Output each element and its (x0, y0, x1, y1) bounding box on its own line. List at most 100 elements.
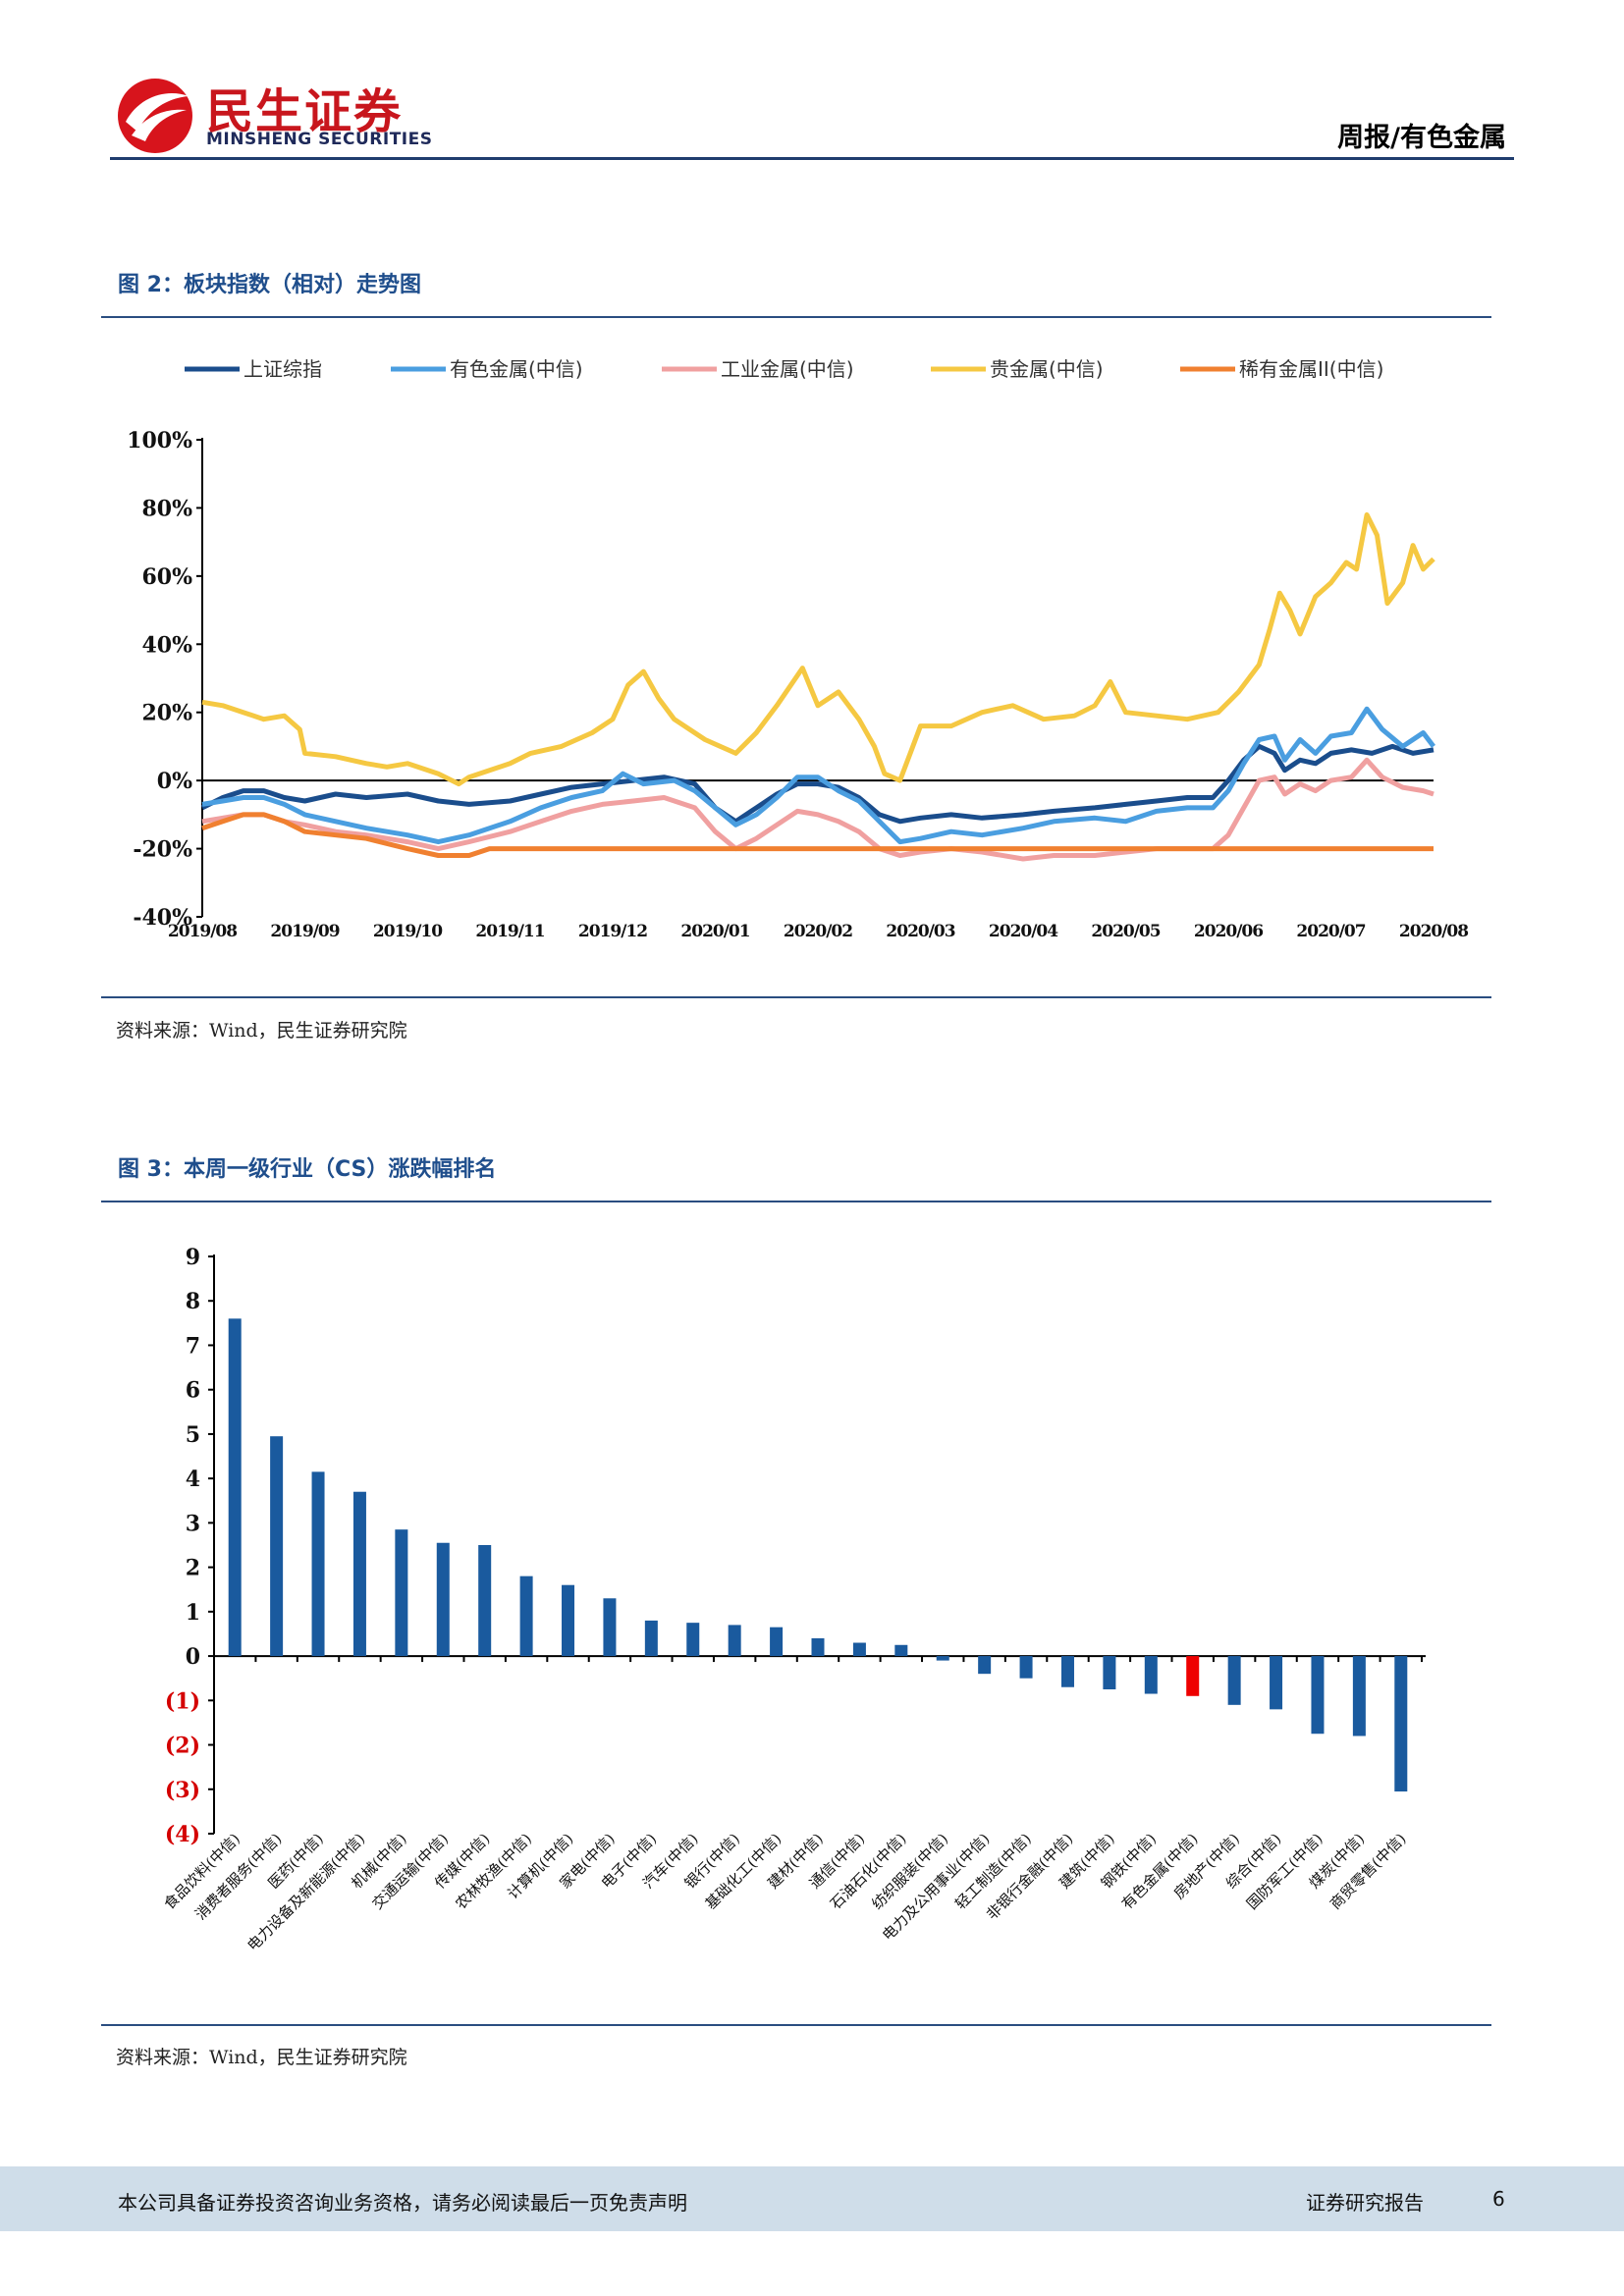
bar-6 (478, 1545, 492, 1657)
x-tick-label: 2019/09 (270, 922, 339, 941)
legend-item-3: 贵金属(中信) (931, 357, 1104, 381)
y-tick-label: -40% (133, 905, 192, 931)
legend-label-2: 工业金属(中信) (721, 357, 854, 381)
bar-21 (1103, 1656, 1116, 1689)
footer-disclaimer: 本公司具备证券投资咨询业务资格，请务必阅读最后一页免责声明 (118, 2191, 687, 2215)
bar-13 (770, 1627, 784, 1657)
figure3-source: 资料来源：Wind，民生证券研究院 (116, 2047, 407, 2068)
bar-14 (811, 1637, 825, 1657)
bar-25 (1270, 1656, 1283, 1710)
bar-3 (352, 1491, 366, 1657)
series-line-0 (200, 743, 1435, 825)
x-tick-label: 2019/08 (168, 922, 237, 941)
header-divider (110, 157, 1514, 160)
x-tick-label: 2020/02 (784, 922, 852, 941)
legend-item-0: 上证综指 (185, 357, 322, 381)
page-number: 6 (1492, 2187, 1505, 2211)
bar-19 (1019, 1656, 1033, 1679)
bar-10 (644, 1620, 658, 1657)
series-line-3 (201, 511, 1435, 787)
brand-name-en: MINSHENG SECURITIES (206, 130, 433, 149)
x-tick-label: 2020/04 (989, 922, 1058, 941)
bar-8 (562, 1584, 575, 1657)
figure3-bottom-rule (101, 2024, 1491, 2026)
series-line-2 (201, 757, 1435, 862)
bar-28 (1394, 1656, 1408, 1792)
figure2-title: 图 2：板块指数（相对）走势图 (118, 273, 421, 297)
x-tick-label: 2020/05 (1091, 922, 1160, 941)
legend-item-4: 稀有金属II(中信) (1180, 357, 1383, 381)
y-tick-label: 2 (186, 1556, 200, 1581)
x-tick-label: 2020/06 (1194, 922, 1263, 941)
figure3-title: 图 3：本周一级行业（CS）涨跌幅排名 (118, 1157, 497, 1182)
line-chart-series (200, 511, 1435, 862)
y-tick-label: (1) (165, 1688, 200, 1714)
y-tick-label: 60% (141, 564, 192, 590)
bar-9 (603, 1598, 617, 1657)
x-tick-label: 2020/07 (1296, 922, 1365, 941)
y-tick-label: 4 (186, 1467, 200, 1492)
bar-16 (894, 1644, 908, 1657)
y-tick-label: 3 (186, 1511, 200, 1536)
bar-17 (936, 1656, 949, 1661)
y-tick-label: (4) (165, 1822, 200, 1847)
bar-4 (395, 1529, 408, 1657)
figure3-top-rule (101, 1201, 1491, 1202)
x-tick-label: 2020/03 (886, 922, 954, 941)
bar-chart-bars (228, 1318, 1408, 1792)
y-tick-label: 7 (186, 1333, 200, 1359)
y-tick-label: 80% (141, 496, 192, 521)
figure2-bottom-rule (101, 996, 1491, 998)
y-tick-label: (2) (165, 1734, 200, 1759)
footer-band (0, 2166, 1624, 2231)
bar-7 (519, 1575, 533, 1657)
legend-item-2: 工业金属(中信) (662, 357, 854, 381)
x-tick-label: 2019/11 (475, 922, 544, 941)
legend-label-1: 有色金属(中信) (450, 357, 583, 381)
y-tick-label: 6 (186, 1378, 200, 1404)
x-tick-label: 2019/12 (578, 922, 647, 941)
bar-23 (1186, 1656, 1200, 1696)
x-tick-label: 2019/10 (373, 922, 443, 941)
y-tick-label: 0 (186, 1644, 200, 1670)
minsheng-logo-icon (118, 79, 192, 153)
line-chart-legend: 上证综指 有色金属(中信) 工业金属(中信) 贵金属(中信) 稀有金属II(中信… (185, 357, 1383, 381)
x-tick-label: 商贸零售(中信) (1326, 1830, 1410, 1913)
bar-chart-x-ticks: 食品饮料(中信)消费者服务(中信)医药(中信)电力设备及新能源(中信)机械(中信… (160, 1830, 1409, 1954)
series-line-1 (201, 706, 1435, 845)
bar-1 (270, 1436, 284, 1657)
bar-18 (978, 1656, 992, 1675)
x-tick-label: 2020/08 (1399, 922, 1468, 941)
bar-chart-y-ticks: 9 8 7 6 5 4 3 2 1 0 (1) (2) (3) (4) (165, 1245, 214, 1847)
bar-27 (1352, 1656, 1366, 1736)
y-tick-label: -20% (133, 837, 192, 863)
report-type: 周报/有色金属 (1337, 123, 1506, 153)
y-tick-label: (3) (165, 1778, 200, 1803)
bar-26 (1311, 1656, 1325, 1735)
bar-22 (1144, 1656, 1158, 1694)
line-chart: 上证综指 有色金属(中信) 工业金属(中信) 贵金属(中信) 稀有金属II(中信… (127, 357, 1469, 941)
y-tick-label: 1 (186, 1600, 200, 1626)
y-tick-label: 9 (186, 1245, 200, 1270)
bar-20 (1060, 1656, 1074, 1687)
legend-label-0: 上证综指 (244, 357, 322, 381)
bar-0 (228, 1318, 242, 1657)
bar-2 (311, 1471, 325, 1657)
legend-label-4: 稀有金属II(中信) (1239, 357, 1383, 381)
bar-11 (686, 1623, 700, 1657)
figure2-top-rule (101, 316, 1491, 318)
bar-chart: 9 8 7 6 5 4 3 2 1 0 (1) (2) (3) (4) 食品饮料(中信)消费者服务(中信)… (160, 1245, 1426, 1954)
bar-12 (728, 1625, 741, 1657)
legend-item-1: 有色金属(中信) (391, 357, 583, 381)
line-chart-y-ticks: 100% 80% 60% 40% 20% 0% -20% -40% (127, 428, 202, 931)
brand-name-cn: 民生证券 (206, 84, 404, 139)
figure2-source: 资料来源：Wind，民生证券研究院 (116, 1020, 407, 1041)
y-tick-label: 40% (141, 632, 192, 658)
legend-label-3: 贵金属(中信) (990, 357, 1104, 381)
footer-report-label: 证券研究报告 (1306, 2191, 1424, 2215)
y-tick-label: 8 (186, 1289, 200, 1314)
y-tick-label: 20% (141, 701, 192, 726)
x-tick-label: 2020/01 (680, 922, 749, 941)
y-tick-label: 0% (157, 769, 192, 794)
bar-15 (852, 1642, 866, 1657)
